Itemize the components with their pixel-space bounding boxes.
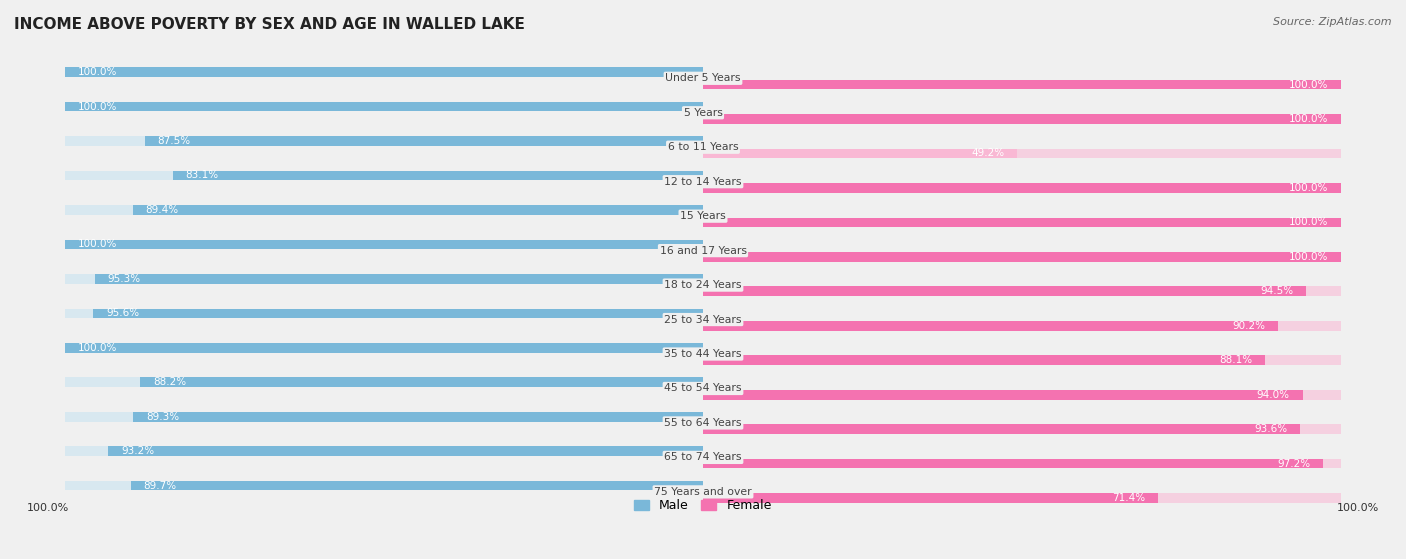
Bar [65,67,703,77]
Text: 18 to 24 Years: 18 to 24 Years [664,280,742,290]
Bar [703,217,1341,227]
Bar [703,390,1341,400]
Text: 45 to 54 Years: 45 to 54 Years [664,383,742,394]
Bar [65,205,703,215]
Bar [96,274,703,284]
Bar [65,377,703,387]
Text: 49.2%: 49.2% [972,149,1004,158]
Bar [65,309,703,318]
Text: 100.0%: 100.0% [27,503,69,513]
Bar [703,114,1341,124]
Text: 88.1%: 88.1% [1219,355,1253,365]
Text: 88.2%: 88.2% [153,377,186,387]
Text: 89.7%: 89.7% [143,481,177,491]
Bar [65,343,703,353]
Bar [65,481,703,490]
Bar [65,240,703,249]
Bar [141,377,703,387]
Text: 83.1%: 83.1% [186,170,219,181]
Bar [703,356,1265,365]
Text: 55 to 64 Years: 55 to 64 Years [664,418,742,428]
Text: 100.0%: 100.0% [1337,503,1379,513]
Bar [703,149,1017,158]
Bar [703,217,1341,227]
Text: 65 to 74 Years: 65 to 74 Years [664,452,742,462]
Bar [703,493,1159,503]
Text: 89.4%: 89.4% [145,205,179,215]
Bar [703,114,1341,124]
Bar [703,390,1302,400]
Text: 93.6%: 93.6% [1254,424,1288,434]
Text: 100.0%: 100.0% [1289,183,1329,193]
Text: 94.0%: 94.0% [1257,390,1289,400]
Bar [131,481,703,490]
Text: 87.5%: 87.5% [157,136,191,146]
Text: 95.6%: 95.6% [105,309,139,319]
Bar [703,356,1341,365]
Text: 97.2%: 97.2% [1277,458,1310,468]
Text: 100.0%: 100.0% [77,239,117,249]
Text: 5 Years: 5 Years [683,108,723,118]
Text: 71.4%: 71.4% [1112,493,1146,503]
Text: 93.2%: 93.2% [121,446,155,456]
Text: 89.3%: 89.3% [146,412,179,421]
Bar [703,321,1278,330]
Text: INCOME ABOVE POVERTY BY SEX AND AGE IN WALLED LAKE: INCOME ABOVE POVERTY BY SEX AND AGE IN W… [14,17,524,32]
Text: 100.0%: 100.0% [1289,79,1329,89]
Text: 75 Years and over: 75 Years and over [654,487,752,497]
Bar [703,183,1341,193]
Bar [65,447,703,456]
Text: 100.0%: 100.0% [77,102,117,112]
Text: 12 to 14 Years: 12 to 14 Years [664,177,742,187]
Bar [703,80,1341,89]
Text: 25 to 34 Years: 25 to 34 Years [664,315,742,325]
Bar [703,286,1341,296]
Text: 100.0%: 100.0% [1289,217,1329,228]
Text: 94.5%: 94.5% [1260,286,1294,296]
Bar [703,183,1341,193]
Text: 6 to 11 Years: 6 to 11 Years [668,142,738,152]
Bar [132,205,703,215]
Bar [703,149,1341,158]
Bar [703,459,1323,468]
Bar [703,286,1306,296]
Bar [703,252,1341,262]
Bar [703,424,1341,434]
Text: 100.0%: 100.0% [1289,114,1329,124]
Text: Under 5 Years: Under 5 Years [665,73,741,83]
Text: 100.0%: 100.0% [77,67,117,77]
Text: 100.0%: 100.0% [1289,252,1329,262]
Text: Source: ZipAtlas.com: Source: ZipAtlas.com [1274,17,1392,27]
Bar [65,412,703,421]
Bar [108,447,703,456]
Bar [703,424,1301,434]
Bar [65,170,703,181]
Text: 15 Years: 15 Years [681,211,725,221]
Bar [65,274,703,284]
Text: 100.0%: 100.0% [77,343,117,353]
Bar [173,170,703,181]
Bar [93,309,703,318]
Legend: Male, Female: Male, Female [630,494,776,517]
Bar [703,252,1341,262]
Bar [703,459,1341,468]
Text: 16 and 17 Years: 16 and 17 Years [659,245,747,255]
Bar [65,102,703,111]
Text: 95.3%: 95.3% [108,274,141,284]
Bar [65,102,703,111]
Bar [703,80,1341,89]
Bar [65,343,703,353]
Bar [65,67,703,77]
Bar [65,136,703,146]
Bar [145,136,703,146]
Bar [134,412,703,421]
Bar [65,240,703,249]
Text: 35 to 44 Years: 35 to 44 Years [664,349,742,359]
Text: 90.2%: 90.2% [1233,321,1265,331]
Bar [703,493,1341,503]
Bar [703,321,1341,330]
